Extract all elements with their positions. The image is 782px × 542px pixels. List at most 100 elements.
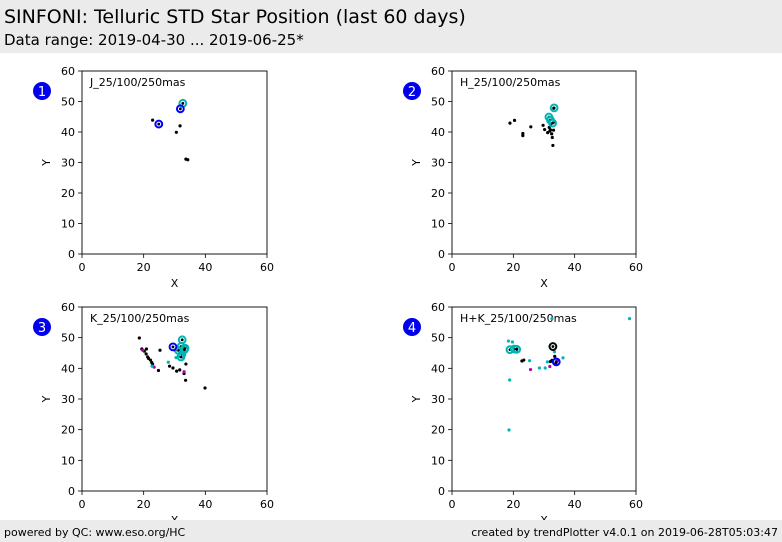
data-point (545, 360, 549, 364)
data-point (507, 428, 511, 432)
data-point (175, 369, 179, 373)
y-tick-label: 20 (431, 187, 445, 200)
y-tick-label: 40 (431, 126, 445, 139)
x-tick-label: 40 (198, 261, 212, 274)
panel-number-label: 2 (408, 85, 416, 100)
y-tick-label: 50 (61, 332, 75, 345)
plot-frame (451, 70, 637, 255)
y-axis-label: Y (410, 395, 423, 403)
x-tick-label: 20 (137, 261, 151, 274)
y-tick-label: 30 (431, 157, 445, 170)
y-tick-label: 20 (431, 424, 445, 437)
data-point (552, 350, 557, 354)
panel-label: H_25/100/250mas (460, 76, 561, 89)
plot-frame (81, 306, 268, 492)
data-point (171, 366, 175, 370)
data-point (552, 106, 556, 110)
data-point (551, 345, 555, 348)
data-point (551, 128, 556, 132)
y-tick-label: 40 (431, 362, 445, 375)
plot-frame (81, 70, 268, 255)
scatter-panel-2: 0 20 40 60 0 10 20 30 40 50 60 X Y H_25/100/250mas 2 (403, 65, 643, 290)
x-tick-label: 0 (449, 261, 456, 274)
y-tick-label: 30 (431, 393, 445, 406)
data-point (548, 128, 553, 132)
x-tick-label: 60 (260, 261, 274, 274)
data-point (174, 356, 178, 360)
y-tick-label: 60 (431, 301, 445, 314)
footer-created: created by trendPlotter v4.0.1 on 2019-0… (471, 526, 778, 539)
data-point (178, 124, 182, 128)
data-point-ring (551, 357, 561, 367)
data-point-ring (548, 118, 557, 128)
data-point (543, 366, 547, 370)
data-point (508, 121, 512, 125)
data-point (529, 125, 533, 129)
data-point (203, 386, 207, 390)
y-tick-label: 20 (61, 187, 75, 200)
data-point-ring (512, 344, 522, 354)
data-point-ring (175, 104, 185, 114)
data-point (137, 336, 141, 340)
data-point-ring (176, 352, 186, 362)
y-tick-label: 0 (438, 485, 445, 498)
data-point (180, 338, 184, 342)
data-point (527, 359, 532, 363)
x-tick-label: 0 (449, 498, 456, 511)
data-point (561, 356, 565, 360)
y-tick-label: 60 (61, 301, 75, 314)
panel-number-badge (33, 318, 51, 336)
data-point (510, 340, 515, 344)
data-point (551, 143, 555, 148)
y-axis-label: Y (40, 395, 53, 403)
x-tick-label: 40 (198, 498, 212, 511)
panel-number-label: 4 (408, 321, 416, 336)
data-point-ring (179, 345, 189, 355)
x-tick-label: 60 (260, 498, 274, 511)
data-point-ring (548, 342, 558, 351)
x-axis-label: X (540, 277, 548, 290)
data-point (522, 358, 526, 362)
x-tick-label: 20 (506, 498, 520, 511)
data-point (548, 359, 553, 364)
panel-number-label: 1 (38, 85, 46, 100)
y-tick-label: 10 (61, 218, 75, 231)
data-point (166, 360, 170, 364)
panel-number-badge (33, 82, 51, 100)
data-point (184, 378, 188, 382)
data-point (550, 317, 554, 321)
data-point (144, 347, 149, 351)
x-tick-label: 60 (629, 498, 643, 511)
y-tick-label: 60 (431, 65, 445, 78)
data-point (157, 122, 161, 126)
data-point (141, 348, 145, 352)
panel-label: H+K_25/100/250mas (460, 312, 577, 325)
data-point (512, 118, 517, 123)
y-tick-label: 30 (61, 393, 75, 406)
y-tick-label: 50 (431, 332, 445, 345)
x-tick-label: 0 (79, 498, 86, 511)
y-tick-label: 10 (431, 218, 445, 231)
data-point (178, 368, 182, 372)
footer-credit: powered by QC: www.eso.org/HC (4, 526, 186, 539)
data-point (627, 317, 632, 321)
data-point (144, 352, 148, 356)
y-tick-label: 0 (68, 485, 75, 498)
data-point-ring (168, 342, 178, 352)
x-tick-label: 20 (506, 261, 520, 274)
x-tick-label: 20 (137, 498, 151, 511)
data-point (171, 345, 175, 349)
y-tick-label: 40 (61, 126, 75, 139)
data-point (521, 134, 525, 138)
footer-bar: powered by QC: www.eso.org/HC created by… (0, 520, 782, 542)
data-point (543, 127, 547, 132)
y-axis-label: Y (410, 159, 423, 167)
data-point-ring (154, 119, 164, 129)
y-tick-label: 20 (61, 424, 75, 437)
panel-number-badge (403, 318, 421, 336)
y-tick-label: 50 (61, 96, 75, 109)
data-point-ring (549, 103, 559, 113)
